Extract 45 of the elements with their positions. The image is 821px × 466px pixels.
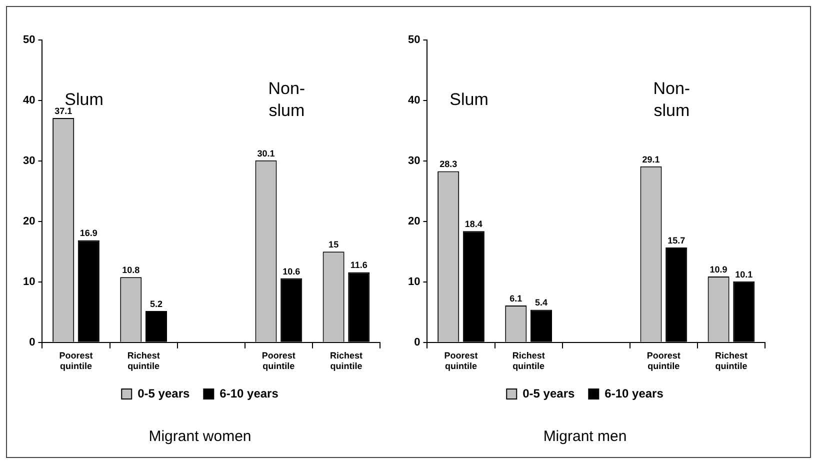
y-tick-label: 50 [408,34,420,46]
data-label: 10.9 [710,264,728,274]
x-tick-label: Richest quintile [714,350,748,372]
x-tick-label: Richest quintile [330,350,362,372]
legend-label: 0-5 years [522,386,575,400]
data-label: 10.8 [122,265,140,276]
x-tick-label: Poorest quintile [646,350,680,372]
data-label: 6.1 [510,293,522,304]
data-label: 30.1 [257,148,275,158]
data-label: 15.7 [668,235,686,246]
x-tick-label: Poorest quintile [444,350,478,372]
data-label: 11.6 [350,260,368,270]
y-tick-label: 30 [408,154,420,167]
x-tick-label: Poorest quintile [262,350,296,372]
annotation: Non-slum [653,79,690,120]
data-label: 10.1 [735,269,753,280]
y-tick-label: 50 [22,34,36,46]
data-label: 37.1 [54,106,72,116]
text: Migrant men [543,428,627,446]
y-tick-label: 20 [22,215,36,228]
y-tick-label: 30 [22,154,36,167]
y-tick-label: 10 [408,276,420,288]
x-tick-label: Richest quintile [512,350,545,372]
x-tick-label: Poorest quintile [59,350,93,372]
legend-label: 0-5 years [138,386,190,400]
data-label: 10.6 [282,266,300,276]
data-label: 18.4 [464,219,482,230]
y-tick-label: 0 [29,336,36,348]
data-label: 15 [328,240,339,250]
annotation: Slum [450,90,488,110]
x-tick-label: Richest quintile [127,350,160,372]
y-tick-label: 0 [414,336,420,348]
legend-label: 6-10 years [604,386,664,400]
data-label: 5.4 [534,298,548,308]
annotation: Non-slum [268,79,306,120]
data-label: 28.3 [440,159,458,170]
y-tick-label: 40 [408,94,420,107]
data-label: 16.9 [80,228,98,238]
data-label: 29.1 [642,154,660,164]
text: Migrant women [148,428,252,446]
data-label: 5.2 [150,298,162,309]
y-tick-label: 10 [22,276,36,288]
legend-label: 6-10 years [220,386,279,400]
y-tick-label: 40 [22,94,36,107]
y-tick-label: 20 [408,215,420,228]
